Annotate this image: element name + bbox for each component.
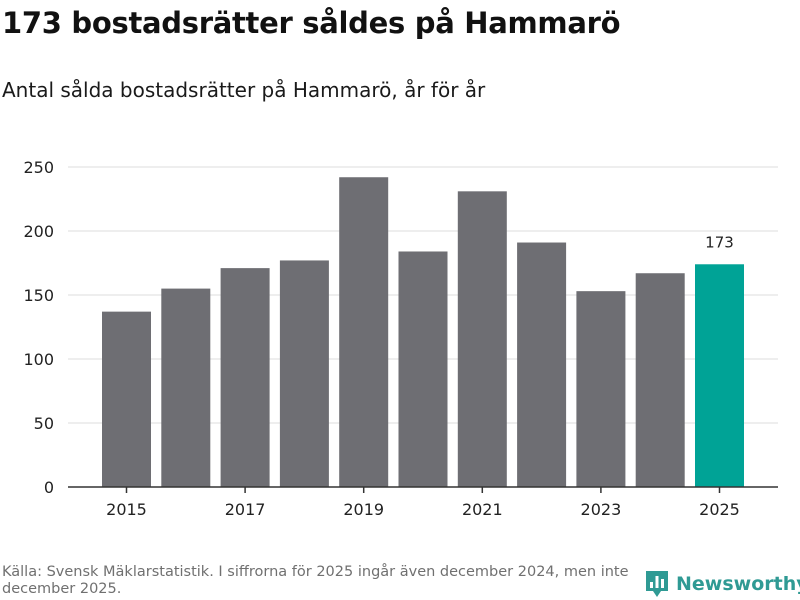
x-axis-ticks: 2015 2017 2019 2021 2023 2025 xyxy=(106,487,740,519)
chart-title: 173 bostadsrätter såldes på Hammarö xyxy=(2,6,621,40)
bar-2025 xyxy=(695,264,744,487)
x-tick-label: 2017 xyxy=(225,500,266,519)
bar-2024 xyxy=(635,273,685,487)
chart-subtitle: Antal sålda bostadsrätter på Hammarö, år… xyxy=(2,78,486,102)
bar-2017 xyxy=(220,268,270,487)
brand-name: Newsworthy xyxy=(676,573,800,595)
x-tick-label: 2019 xyxy=(343,500,384,519)
bar-2023 xyxy=(576,291,626,487)
y-tick-label: 150 xyxy=(23,286,54,305)
data-label: 173 xyxy=(705,233,734,251)
bar-2016 xyxy=(161,288,211,487)
bar-2015 xyxy=(102,311,151,487)
y-axis-tick-labels: 0 50 100 150 200 250 xyxy=(23,158,54,497)
bar-2020 xyxy=(398,251,448,487)
bar-chart: 0 50 100 150 200 250 173 2015 2017 2019 2021 2023… xyxy=(23,158,778,519)
y-tick-label: 100 xyxy=(23,350,54,369)
y-tick-label: 200 xyxy=(23,222,54,241)
x-tick-label: 2021 xyxy=(462,500,503,519)
bars xyxy=(102,177,744,488)
source-note: Källa: Svensk Mäklarstatistik. I siffror… xyxy=(2,564,629,597)
bar-chart-logo-icon xyxy=(646,571,668,597)
y-tick-label: 250 xyxy=(23,158,54,177)
x-tick-label: 2015 xyxy=(106,500,147,519)
bar-2018 xyxy=(279,260,329,487)
y-tick-label: 0 xyxy=(44,478,54,497)
y-tick-label: 50 xyxy=(34,414,54,433)
bar-2019 xyxy=(339,177,389,488)
data-labels: 173 xyxy=(705,233,734,251)
x-tick-label: 2025 xyxy=(699,500,740,519)
newsworthy-logo: Newsworthy xyxy=(644,568,800,600)
bar-2021 xyxy=(457,191,507,487)
bar-2022 xyxy=(517,242,567,487)
x-tick-label: 2023 xyxy=(581,500,622,519)
